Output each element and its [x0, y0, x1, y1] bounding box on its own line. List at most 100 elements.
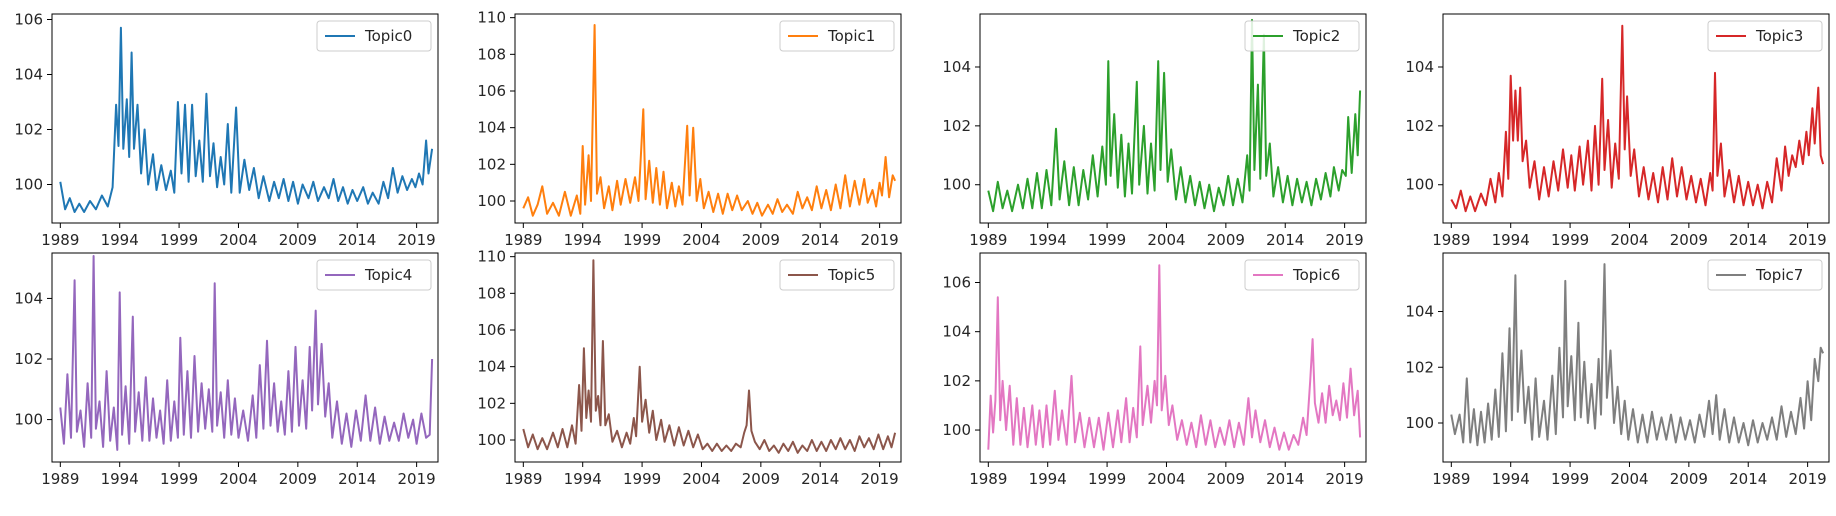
y-tick-label: 100 [477, 431, 506, 449]
x-tick-label: 2009 [742, 470, 780, 488]
subplot-topic6: 1989 1994 1999 2004 2009 2014 2019 100 102 104 106… [942, 252, 1367, 488]
y-tick-label: 110 [477, 248, 506, 266]
legend: Topic1 [779, 20, 895, 52]
y-tick-label: 102 [477, 155, 506, 173]
y-tick-label: 102 [942, 372, 971, 390]
y-tick-label: 100 [1405, 414, 1434, 432]
y-tick-label: 100 [14, 176, 43, 194]
y-tick-label: 102 [14, 350, 43, 368]
x-tick-label: 1999 [1088, 470, 1126, 488]
y-tick-label: 106 [14, 11, 43, 29]
plot-frame [514, 252, 902, 463]
plot-frame [514, 13, 902, 224]
x-tick-label: 2019 [398, 470, 436, 488]
x-tick-label: 2009 [1207, 470, 1245, 488]
x-tick-label: 2009 [279, 231, 317, 249]
x-tick-label: 2009 [1670, 470, 1708, 488]
subplot-topic3: 1989 1994 1999 2004 2009 2014 2019 100 102 104 Top… [1405, 13, 1830, 249]
plot-frame [979, 252, 1367, 463]
y-tick-label: 106 [477, 321, 506, 339]
x-tick-label: 2004 [219, 470, 257, 488]
x-tick-label: 1989 [1432, 470, 1470, 488]
y-tick-label: 104 [14, 66, 43, 84]
plot-frame [51, 252, 439, 463]
x-tick-label: 1999 [1088, 231, 1126, 249]
legend-label: Topic7 [1755, 266, 1803, 284]
y-tick-label: 100 [942, 176, 971, 194]
x-tick-label: 1989 [1432, 231, 1470, 249]
x-tick-label: 2004 [1147, 470, 1185, 488]
legend-label: Topic4 [364, 266, 412, 284]
x-tick-label: 1999 [1551, 470, 1589, 488]
legend: Topic4 [316, 259, 432, 291]
series-line-topic6 [987, 264, 1362, 451]
legend-box [779, 259, 895, 291]
x-tick-label: 1999 [1551, 231, 1589, 249]
x-tick-label: 1994 [101, 231, 139, 249]
y-tick-label: 104 [942, 323, 971, 341]
x-tick-label: 2014 [1729, 231, 1767, 249]
x-tick-label: 1994 [101, 470, 139, 488]
y-tick-label: 100 [14, 411, 43, 429]
x-tick-label: 2004 [1610, 470, 1648, 488]
legend-box [1244, 259, 1360, 291]
x-tick-label: 2014 [801, 470, 839, 488]
y-tick-label: 104 [477, 358, 506, 376]
legend: Topic2 [1244, 20, 1360, 52]
x-tick-label: 1994 [564, 470, 602, 488]
subplot-topic5: 1989 1994 1999 2004 2009 2014 2019 100 102 104 106… [477, 248, 902, 488]
x-tick-label: 1999 [623, 470, 661, 488]
series-line-topic4 [59, 255, 434, 451]
x-tick-label: 1994 [564, 231, 602, 249]
subplot-topic7: 1989 1994 1999 2004 2009 2014 2019 100 102 104 Top… [1405, 252, 1830, 488]
legend: Topic6 [1244, 259, 1360, 291]
series-line-topic5 [522, 259, 897, 454]
y-tick-label: 106 [942, 274, 971, 292]
y-tick-label: 104 [1405, 303, 1434, 321]
x-tick-label: 1989 [969, 231, 1007, 249]
legend-box [779, 20, 895, 52]
series-line-topic7 [1450, 263, 1825, 447]
y-tick-label: 108 [477, 284, 506, 302]
x-tick-label: 2004 [682, 470, 720, 488]
legend: Topic3 [1707, 20, 1823, 52]
x-tick-label: 1999 [623, 231, 661, 249]
plot-frame [1442, 252, 1830, 463]
legend-label: Topic3 [1755, 27, 1803, 45]
plot-frame [1442, 13, 1830, 224]
x-tick-label: 2004 [682, 231, 720, 249]
x-tick-label: 1994 [1029, 470, 1067, 488]
x-tick-label: 1999 [160, 470, 198, 488]
legend-box [316, 20, 432, 52]
x-tick-label: 1989 [504, 231, 542, 249]
y-tick-label: 102 [477, 394, 506, 412]
y-tick-label: 104 [477, 119, 506, 137]
legend-box [316, 259, 432, 291]
x-tick-label: 1999 [160, 231, 198, 249]
y-tick-label: 100 [942, 421, 971, 439]
series-line-topic2 [987, 18, 1362, 213]
x-tick-label: 2004 [219, 231, 257, 249]
legend-label: Topic6 [1292, 266, 1340, 284]
x-tick-label: 2004 [1147, 231, 1185, 249]
y-tick-label: 102 [1405, 358, 1434, 376]
x-tick-label: 2009 [279, 470, 317, 488]
series-line-topic0 [59, 26, 434, 213]
x-tick-label: 2004 [1610, 231, 1648, 249]
legend: Topic5 [779, 259, 895, 291]
subplot-topic0: 1989 1994 1999 2004 2009 2014 2019 100 102 104 106… [14, 11, 439, 249]
subplot-topic4: 1989 1994 1999 2004 2009 2014 2019 100 102 104 Top… [14, 252, 439, 488]
legend-box [1707, 20, 1823, 52]
legend: Topic0 [316, 20, 432, 52]
x-tick-label: 2014 [338, 470, 376, 488]
x-tick-label: 2009 [742, 231, 780, 249]
series-line-topic3 [1450, 24, 1825, 213]
x-tick-label: 2019 [1789, 231, 1827, 249]
x-tick-label: 1989 [504, 470, 542, 488]
legend-label: Topic1 [827, 27, 875, 45]
legend: Topic7 [1707, 259, 1823, 291]
x-tick-label: 2019 [861, 470, 899, 488]
x-tick-label: 2009 [1207, 231, 1245, 249]
subplot-topic2: 1989 1994 1999 2004 2009 2014 2019 100 102 104 Top… [942, 13, 1367, 249]
